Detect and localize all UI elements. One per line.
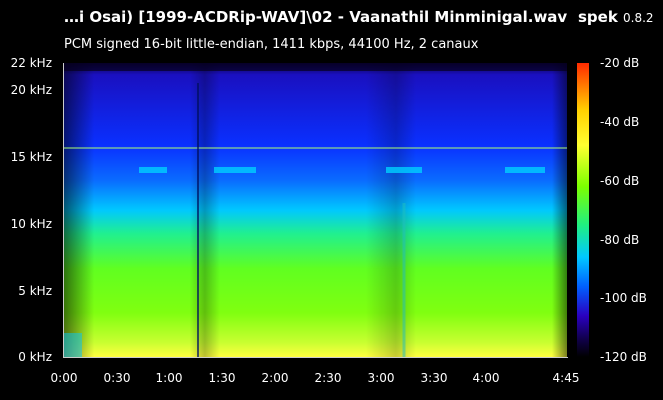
app-name: spek [578,8,618,26]
spectrogram[interactable] [64,63,567,357]
db-label-80: -80 dB [600,233,640,247]
time-label-2: 1:00 [155,371,183,385]
file-title: …i Osai) [1999-ACDRip-WAV]\02 - Vaanathi… [64,8,568,26]
time-label-9: 4:45 [552,371,580,385]
audio-info: PCM signed 16-bit little-endian, 1411 kb… [64,37,479,52]
freq-label-15: 15 kHz [10,150,52,164]
x-axis-line [63,357,568,358]
time-label-8: 4:00 [472,371,500,385]
db-color-scale [577,63,589,357]
time-label-7: 3:30 [420,371,448,385]
spectrogram-canvas [64,63,567,357]
time-label-6: 3:00 [367,371,395,385]
y-axis-line [63,63,64,358]
db-label-100: -100 dB [600,291,647,305]
time-label-3: 1:30 [208,371,236,385]
db-label-20: -20 dB [600,56,640,70]
time-label-5: 2:30 [314,371,342,385]
app-version: 0.8.2 [623,11,654,25]
time-label-1: 0:30 [103,371,131,385]
freq-label-22: 22 kHz [10,56,52,70]
freq-label-0: 0 kHz [18,350,52,364]
time-label-0: 0:00 [50,371,78,385]
freq-label-20: 20 kHz [10,83,52,97]
freq-label-5: 5 kHz [18,284,52,298]
db-label-40: -40 dB [600,115,640,129]
db-label-60: -60 dB [600,174,640,188]
time-label-4: 2:00 [261,371,289,385]
freq-label-10: 10 kHz [10,217,52,231]
db-label-120: -120 dB [600,350,647,364]
